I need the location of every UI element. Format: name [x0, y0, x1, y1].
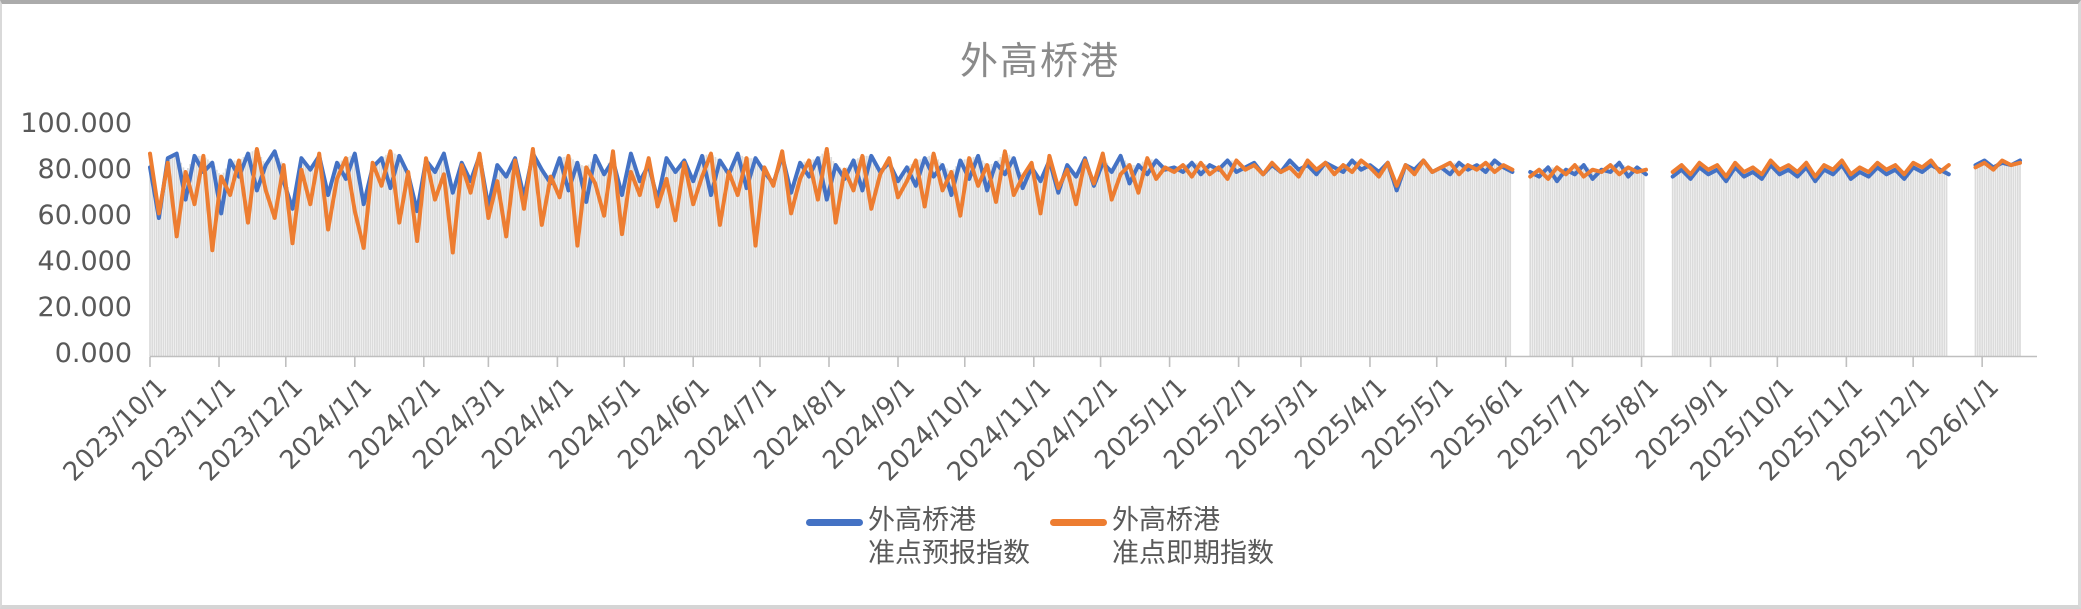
legend-label-line1: 外高桥港 — [868, 505, 976, 536]
legend-label-spot: 外高桥港 准点即期指数 — [1112, 504, 1274, 570]
chart-title: 外高桥港 — [959, 39, 1120, 83]
legend-item-spot: 外高桥港 准点即期指数 — [1050, 504, 1274, 570]
plot-area — [148, 147, 2037, 367]
legend: 外高桥港 准点预报指数 外高桥港 准点即期指数 — [2, 504, 2078, 570]
y-axis: 100.000 80.000 60.000 40.000 20.000 0.00… — [2, 4, 138, 605]
legend-label-line1: 外高桥港 — [1112, 505, 1220, 536]
legend-label-forecast: 外高桥港 准点预报指数 — [868, 504, 1030, 570]
legend-swatch-forecast — [806, 519, 863, 526]
y-axis-label: 80.000 — [37, 154, 132, 185]
y-axis-label: 0.000 — [54, 338, 132, 369]
legend-label-line2: 准点预报指数 — [868, 538, 1030, 569]
legend-item-forecast: 外高桥港 准点预报指数 — [806, 504, 1030, 570]
legend-label-line2: 准点即期指数 — [1112, 538, 1274, 569]
y-axis-label: 60.000 — [37, 200, 132, 231]
legend-swatch-spot — [1050, 519, 1107, 526]
y-axis-label: 20.000 — [37, 292, 132, 323]
y-axis-label: 100.000 — [20, 108, 132, 139]
spot-line-series — [148, 147, 2022, 255]
y-axis-label: 40.000 — [37, 246, 132, 277]
